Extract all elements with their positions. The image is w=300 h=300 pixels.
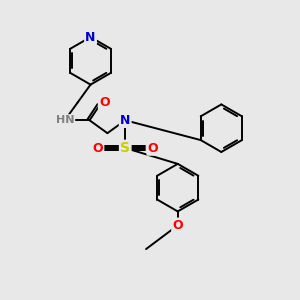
Text: O: O bbox=[99, 96, 110, 109]
Text: S: S bbox=[120, 141, 130, 155]
Text: N: N bbox=[85, 31, 96, 44]
Text: O: O bbox=[172, 219, 183, 232]
Text: N: N bbox=[120, 114, 130, 127]
Text: HN: HN bbox=[56, 115, 74, 125]
Text: O: O bbox=[92, 142, 103, 154]
Text: O: O bbox=[148, 142, 158, 154]
